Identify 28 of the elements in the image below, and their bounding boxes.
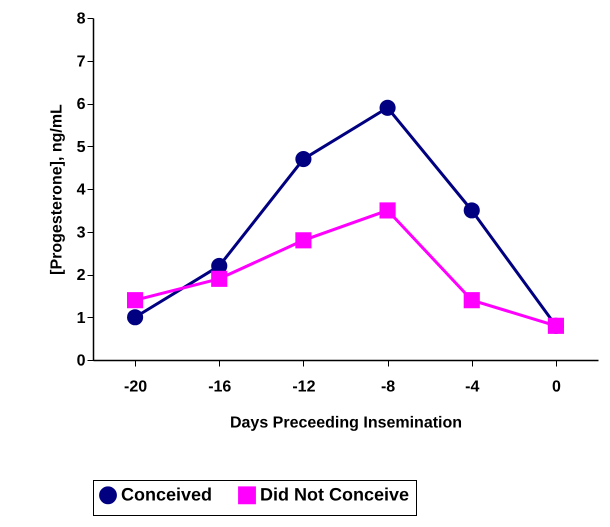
y-tick-label: 5: [76, 138, 86, 156]
point: [211, 270, 228, 287]
y-tick-label: 7: [76, 53, 86, 70]
legend-label: Conceived: [121, 484, 212, 504]
point: [127, 309, 144, 326]
y-axis-title: [Progesterone], ng/mL: [48, 104, 66, 275]
point: [295, 232, 312, 248]
point: [464, 202, 480, 218]
x-tick-label: -12: [292, 378, 316, 396]
x-axis-title: Days Preceeding Insemination: [230, 414, 462, 432]
point: [295, 151, 312, 168]
y-tick-label: 3: [76, 224, 86, 242]
point: [380, 202, 396, 218]
y-tick-label: 6: [76, 96, 86, 113]
x-tick-label: -20: [124, 378, 148, 396]
y-tick-label: 8: [76, 10, 86, 28]
y-tick-label: 2: [76, 267, 86, 284]
point: [127, 292, 144, 308]
y-tick-label: 0: [76, 352, 86, 370]
x-tick-label: -4: [465, 378, 480, 396]
x-tick-label: -8: [380, 378, 396, 396]
y-tick-label: 4: [76, 182, 86, 198]
x-tick-label: 0: [552, 378, 561, 396]
x-tick-label: -16: [208, 378, 232, 396]
point: [464, 292, 480, 308]
point: [380, 100, 396, 116]
legend-label: Did Not Conceive: [260, 484, 410, 504]
y-tick-label: 1: [76, 310, 86, 327]
